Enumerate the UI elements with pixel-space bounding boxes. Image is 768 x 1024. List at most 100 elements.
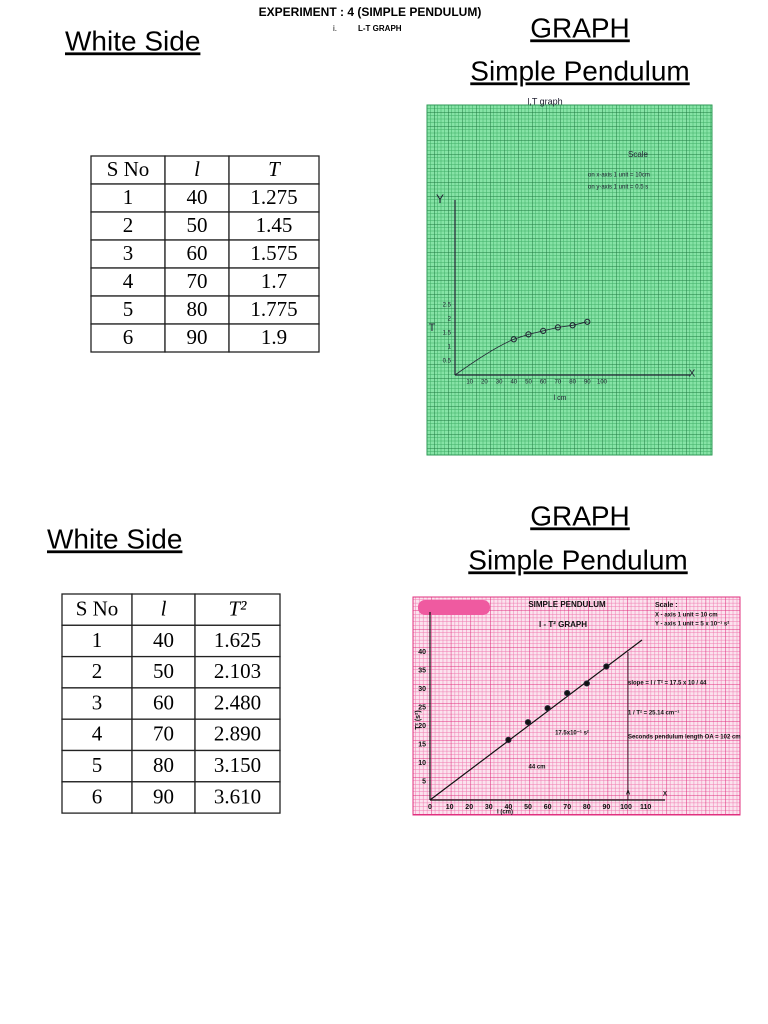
table-value: 2.103 xyxy=(214,659,261,683)
table-value: 80 xyxy=(187,297,208,321)
graph-annotation: l,T graph xyxy=(527,96,562,106)
side-label: White Side xyxy=(65,25,200,56)
plot-point xyxy=(584,318,591,325)
table-value: 2.480 xyxy=(214,690,261,714)
table-value: 50 xyxy=(187,213,208,237)
graph-annotation: T² (s²) xyxy=(415,710,422,729)
table-value: 1.7 xyxy=(261,269,287,293)
plot-point xyxy=(583,680,590,687)
x-tick-label: 100 xyxy=(620,804,632,811)
plot-point xyxy=(524,719,532,726)
table-value: 1.45 xyxy=(256,213,293,237)
table-value: 90 xyxy=(153,784,174,808)
x-tick-label: 30 xyxy=(496,380,503,386)
table-value: 1.9 xyxy=(261,325,287,349)
table-value: 40 xyxy=(153,628,174,652)
fit-curve xyxy=(454,321,588,376)
table-value: 50 xyxy=(153,659,174,683)
table-value: 5 xyxy=(123,297,134,321)
table-cell xyxy=(61,655,133,689)
table-value: 4 xyxy=(92,722,103,746)
x-tick-label: 90 xyxy=(603,804,611,811)
table-header: S No xyxy=(107,157,150,181)
x-tick-label: 50 xyxy=(525,380,532,386)
graph-paper xyxy=(412,596,741,816)
table-cell xyxy=(194,749,281,783)
side-label: White Side xyxy=(47,523,182,554)
table-value: 90 xyxy=(187,325,208,349)
table-value: 3.150 xyxy=(214,753,261,777)
header-title: EXPERIMENT : 4 (SIMPLE PENDULUM) xyxy=(259,5,482,19)
x-tick-label: 20 xyxy=(481,380,488,386)
table-cell xyxy=(194,781,281,814)
table-header: T xyxy=(268,157,281,181)
x-tick-label: 60 xyxy=(540,380,547,386)
table-value: 60 xyxy=(187,241,208,265)
x-tick-label: 110 xyxy=(640,804,651,811)
graph-title: GRAPH xyxy=(530,12,630,43)
table-cell xyxy=(90,295,166,325)
table-value: 4 xyxy=(123,269,134,293)
x-tick-label: 80 xyxy=(583,804,591,811)
graph-annotation: T xyxy=(429,322,436,334)
table-value: 1.575 xyxy=(250,241,297,265)
table-value: 70 xyxy=(153,722,174,746)
plot-point xyxy=(540,327,547,334)
table-cell xyxy=(90,239,166,269)
table-cell xyxy=(228,239,320,269)
table-value: 60 xyxy=(153,690,174,714)
x-tick-label: 70 xyxy=(563,804,571,811)
y-tick-label: 35 xyxy=(418,667,426,674)
x-tick-label: 40 xyxy=(505,804,513,811)
table-value: 1.625 xyxy=(214,628,261,652)
table-header: T² xyxy=(229,596,248,620)
table-cell xyxy=(228,183,320,213)
table-value: 5 xyxy=(92,753,103,777)
graph-annotation: l - T² GRAPH xyxy=(539,620,587,629)
y-tick-label: 10 xyxy=(418,760,426,767)
content: White Side GRAPH Simple Pendulum S No l T 1 40 1… xyxy=(47,12,741,815)
table-value: 3.610 xyxy=(214,784,261,808)
x-tick-label: 20 xyxy=(465,804,473,811)
plot-point xyxy=(564,689,571,697)
y-tick-label: 1.5 xyxy=(443,331,452,337)
graph-annotation: 1 / T² = 25.14 cm⁻¹ xyxy=(628,710,679,717)
table-value: 70 xyxy=(187,269,208,293)
plot-point xyxy=(510,336,517,343)
plot-point xyxy=(544,705,551,712)
x-tick-label: 70 xyxy=(555,380,562,386)
table-header: l xyxy=(194,157,200,181)
y-tick-label: 15 xyxy=(418,741,426,748)
table-cell xyxy=(90,323,166,353)
graph-annotation: l (cm) xyxy=(497,810,513,816)
graph-subtitle: Simple Pendulum xyxy=(468,544,687,575)
table-value: 3 xyxy=(92,690,103,714)
graph-subtitle: Simple Pendulum xyxy=(470,55,689,86)
graph-annotation: Scale : xyxy=(655,602,678,609)
table-cell xyxy=(194,655,281,689)
y-tick-label: 0.5 xyxy=(443,359,452,365)
y-tick-label: 25 xyxy=(418,704,426,711)
table-header: S No xyxy=(76,596,119,620)
table-cell xyxy=(228,323,320,353)
table-cell xyxy=(131,593,196,626)
plot-point xyxy=(569,322,576,329)
table-value: 1 xyxy=(123,185,134,209)
table-cell xyxy=(131,781,196,814)
x-tick-label: 10 xyxy=(466,380,473,386)
table-value: 1 xyxy=(92,628,103,652)
y-tick-label: 5 xyxy=(422,778,426,785)
x-tick-label: 60 xyxy=(544,804,552,811)
plot-point xyxy=(505,736,512,743)
graph-annotation: X - axis 1 unit = 10 cm xyxy=(655,613,718,619)
graph-annotation: 17.5x10⁻¹ s² xyxy=(555,730,589,737)
x-tick-label: 50 xyxy=(524,804,532,811)
x-tick-label: 80 xyxy=(569,380,576,386)
table-cell xyxy=(61,749,133,783)
table-value: 6 xyxy=(123,325,134,349)
table-cell xyxy=(61,593,133,626)
graph-annotation: SIMPLE PENDULUM xyxy=(528,600,606,609)
graph-paper xyxy=(426,104,713,456)
item-number: i. xyxy=(333,24,337,33)
table-value: 40 xyxy=(187,185,208,209)
